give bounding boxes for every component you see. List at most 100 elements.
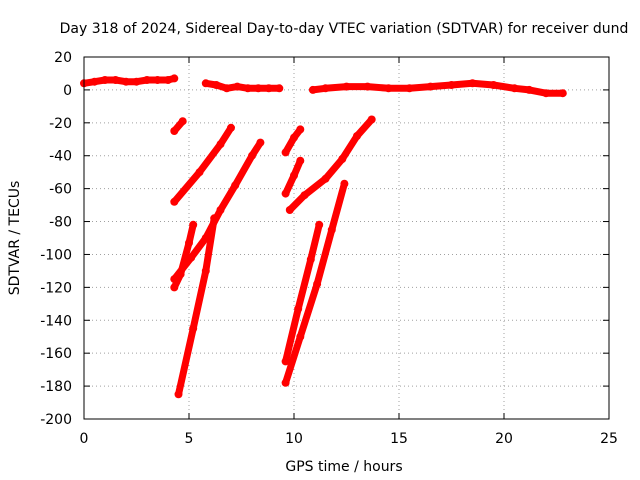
data-point (321, 84, 330, 93)
data-point (254, 84, 263, 93)
x-tick-label: 25 (600, 431, 618, 447)
data-point (290, 171, 298, 180)
y-tick-label: 0 (63, 83, 72, 99)
data-point (256, 138, 265, 147)
y-tick-label: -160 (40, 346, 72, 362)
y-tick-label: -80 (49, 215, 72, 231)
data-point (281, 148, 290, 157)
data-point (170, 74, 179, 83)
data-series-line (175, 214, 218, 398)
data-point (122, 77, 130, 86)
data-point (143, 76, 151, 84)
data-point (216, 140, 225, 149)
x-tick-label: 20 (495, 431, 513, 447)
data-point (164, 76, 172, 84)
y-tick-label: -100 (40, 247, 72, 263)
data-point (201, 79, 210, 88)
y-tick-label: -200 (40, 412, 72, 428)
axis-ticks: 0 5 10 15 20 25-200-180-160-140-120-100-80-60… (40, 50, 618, 447)
data-point (313, 280, 322, 289)
data-point (195, 168, 204, 177)
data-point (132, 77, 141, 86)
data-point (281, 357, 290, 366)
data-point (353, 132, 361, 140)
data-point (525, 85, 534, 94)
data-point (342, 82, 351, 91)
data-point (210, 214, 219, 223)
data-point (248, 151, 256, 160)
data-point (367, 115, 376, 124)
data-point (275, 84, 284, 93)
data-point (201, 266, 210, 275)
data-point (170, 197, 179, 206)
data-point (231, 181, 240, 190)
data-point (296, 332, 305, 341)
data-point (542, 89, 550, 98)
y-tick-label: -60 (49, 182, 72, 198)
data-point (294, 304, 303, 313)
data-point (468, 79, 477, 88)
data-point (300, 191, 309, 200)
y-tick-label: -20 (49, 116, 72, 132)
data-point (101, 76, 109, 84)
data-series-line (309, 79, 567, 97)
data-point (178, 117, 187, 126)
data-point (426, 82, 435, 91)
data-point (153, 76, 162, 84)
data-point (306, 255, 315, 264)
data-point (281, 189, 290, 198)
data-point (510, 84, 519, 93)
data-point (296, 125, 305, 134)
data-point (290, 133, 298, 142)
data-point (111, 76, 120, 84)
gridlines (84, 57, 609, 419)
plot-frame (83, 56, 610, 420)
y-tick-label: -120 (40, 280, 72, 296)
data-point (189, 324, 198, 333)
x-tick-label: 0 (80, 431, 89, 447)
y-tick-label: -40 (49, 149, 72, 165)
data-point (187, 253, 196, 262)
data-point (170, 127, 179, 135)
x-tick-label: 15 (390, 431, 408, 447)
plot-series (80, 74, 567, 399)
data-point (281, 378, 290, 387)
data-point (90, 77, 99, 86)
data-point (296, 156, 305, 165)
data-series-line (282, 221, 323, 365)
data-point (447, 81, 456, 89)
data-point (308, 85, 317, 94)
data-series-line (80, 74, 178, 87)
data-point (558, 89, 567, 98)
data-point (212, 81, 221, 89)
data-point (185, 238, 193, 247)
data-series-line (170, 124, 235, 206)
x-tick-label: 5 (185, 431, 194, 447)
data-point (170, 283, 179, 292)
data-point (489, 81, 498, 89)
y-tick-label: -140 (40, 313, 72, 329)
data-point (285, 206, 294, 214)
data-point (405, 84, 414, 93)
data-point (264, 84, 273, 93)
data-point (227, 123, 235, 132)
data-point (338, 155, 347, 163)
data-point (216, 206, 225, 214)
data-point (170, 275, 179, 284)
data-point (384, 84, 393, 93)
x-axis-label: GPS time / hours (285, 459, 402, 475)
data-point (243, 84, 252, 93)
y-tick-label: 20 (54, 50, 72, 66)
data-point (189, 220, 198, 229)
x-tick-label: 10 (285, 431, 303, 447)
data-point (233, 82, 242, 91)
data-point (321, 174, 330, 183)
data-point (222, 84, 231, 93)
data-point (363, 82, 372, 91)
data-point (174, 390, 183, 399)
y-tick-label: -180 (40, 379, 72, 395)
data-point (340, 179, 349, 188)
data-point (315, 220, 324, 229)
y-axis-label: SDTVAR / TECUs (7, 181, 23, 296)
